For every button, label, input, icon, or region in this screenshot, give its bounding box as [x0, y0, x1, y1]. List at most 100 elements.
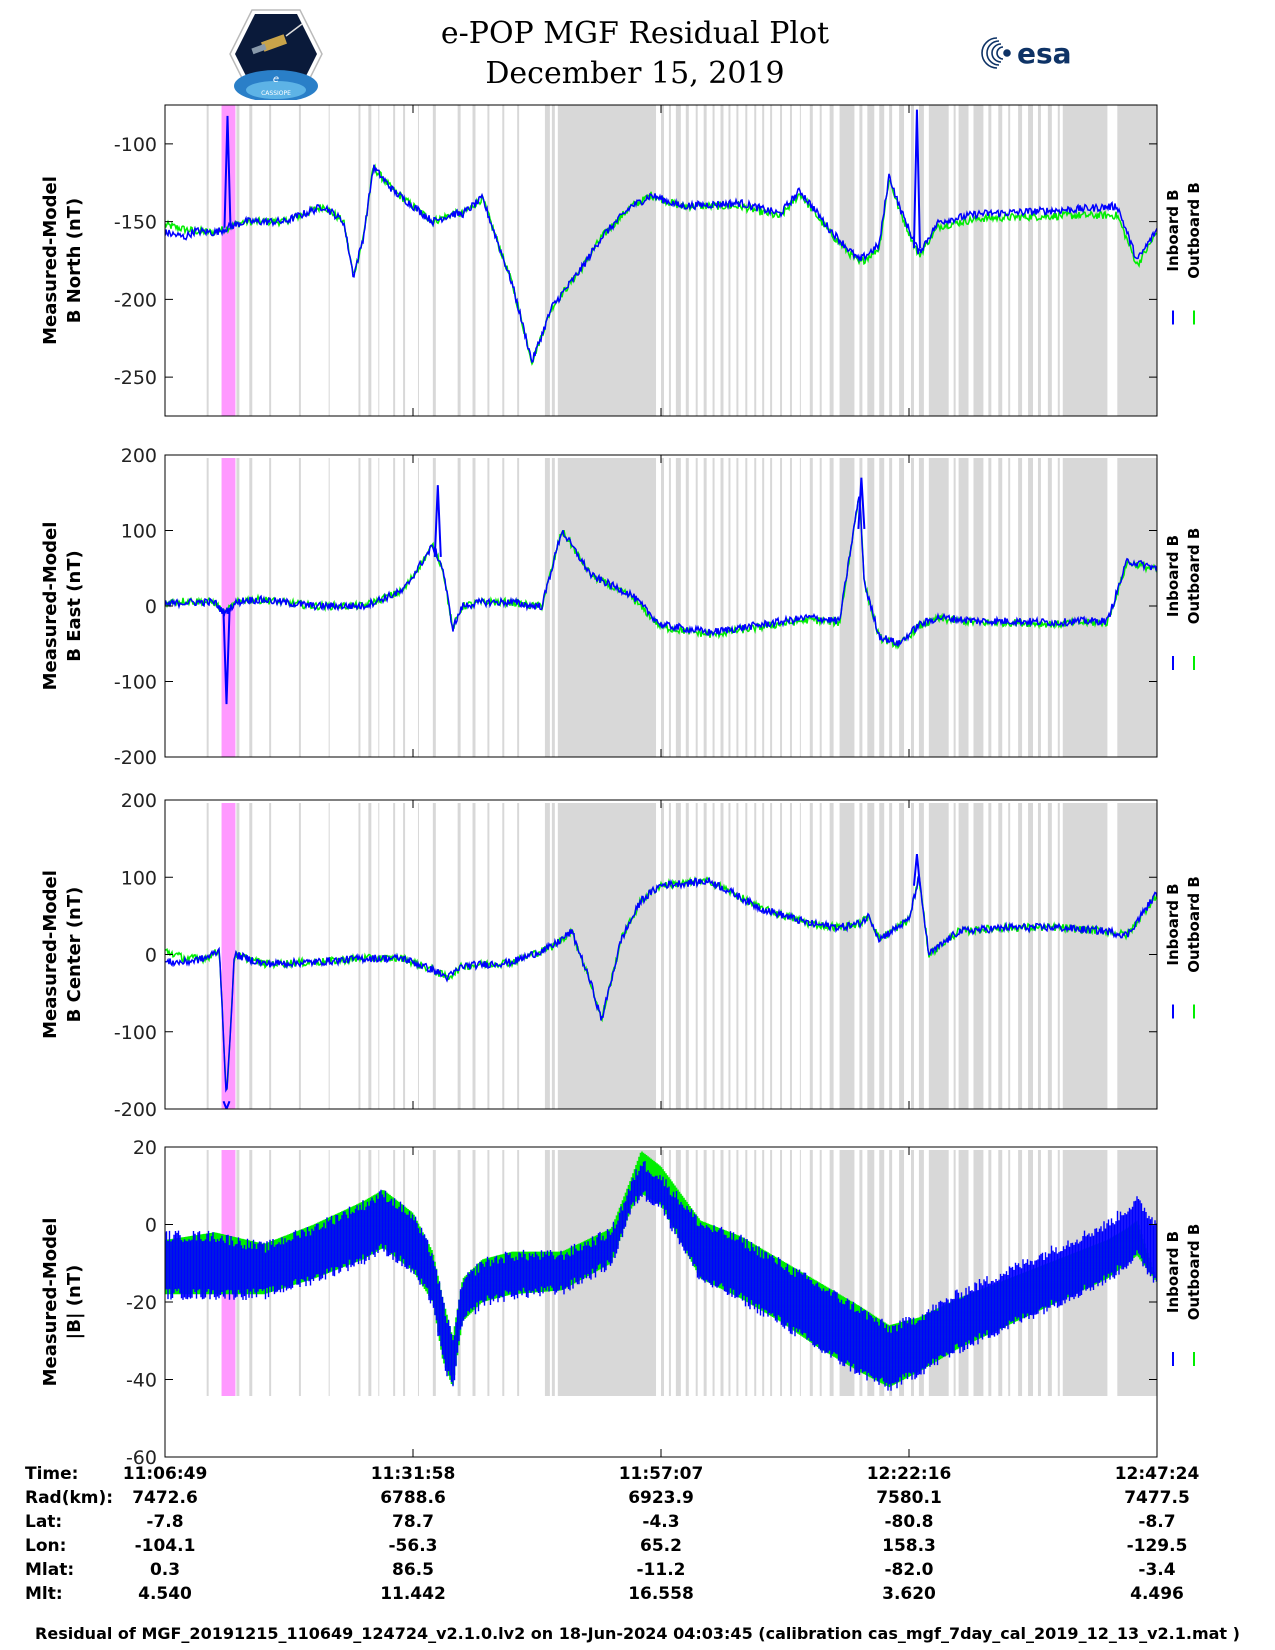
gap-band [928, 105, 949, 416]
gap-band [378, 1150, 380, 1396]
gap-band [298, 105, 301, 416]
info-label: Mlt: [25, 1584, 63, 1604]
gap-band [358, 1150, 361, 1396]
legend-inboard-label: Inboard B [1164, 1231, 1182, 1313]
y-axis-label: B North (nT) [64, 198, 85, 324]
gap-band [998, 458, 1003, 757]
y-tick-label: -60 [126, 1447, 157, 1469]
legend-outboard-label: Outboard B [1185, 528, 1203, 625]
cassiope-mission-logo: e CASSIOPE [228, 8, 324, 102]
gap-band [1117, 458, 1157, 757]
gap-band [1057, 105, 1060, 416]
gap-band [403, 1150, 406, 1396]
info-value: 7472.6 [132, 1488, 198, 1508]
gap-band [889, 458, 893, 757]
gap-band [745, 105, 748, 416]
gap-band [720, 105, 724, 416]
y-tick-label: -100 [114, 134, 157, 156]
gap-band [557, 105, 657, 416]
plot-title: e-POP MGF Residual Plot December 15, 201… [400, 14, 870, 94]
info-value: 158.3 [882, 1536, 936, 1556]
panel-2: 200 100 0 -100 -200 Measured-Model B East (nT)… [40, 445, 1203, 769]
y-tick-label: 20 [133, 1137, 157, 1159]
esa-logo-arcs [981, 37, 1011, 69]
gap-band [1037, 105, 1041, 416]
gap-band [998, 803, 1003, 1109]
y-tick-label: -40 [126, 1370, 157, 1392]
gap-band [770, 803, 773, 1109]
y-axis-label: Measured-Model [40, 176, 61, 345]
gap-band [249, 803, 253, 1109]
gap-band [1028, 105, 1033, 416]
legend-inboard-label: Inboard B [1164, 189, 1182, 271]
gap-band [551, 803, 555, 1109]
esa-logo-text: esa [1017, 37, 1072, 70]
y-tick-label: 200 [121, 445, 157, 467]
mission-logo-e-glyph: e [273, 74, 279, 85]
gap-band [762, 803, 765, 1109]
gap-band [1062, 803, 1108, 1109]
gap-band [762, 458, 765, 757]
info-value: -8.7 [1138, 1512, 1176, 1532]
event-band [221, 803, 236, 1109]
spike-mark [912, 853, 921, 886]
gap-band [839, 803, 855, 1109]
gap-band [487, 105, 490, 416]
gap-band [867, 1150, 875, 1396]
gap-band [712, 105, 715, 416]
gap-band [1018, 458, 1023, 757]
gap-band [789, 458, 792, 757]
spike-mark [857, 477, 866, 530]
series-group [165, 477, 1157, 705]
gap-band [998, 105, 1003, 416]
gap-band [432, 105, 436, 416]
gap-band [668, 105, 671, 416]
gap-band [1028, 458, 1033, 757]
info-value: 6788.6 [380, 1488, 446, 1508]
gap-band [551, 105, 555, 416]
gap-band [487, 458, 490, 757]
gap-band [378, 105, 380, 416]
legend-outboard-label: Outboard B [1185, 876, 1203, 973]
gap-band [998, 1150, 1003, 1396]
gap-band [819, 803, 822, 1109]
gap-band [675, 458, 681, 757]
y-axis-label: Measured-Model [40, 870, 61, 1039]
info-value: 4.540 [138, 1584, 192, 1604]
gap-band [661, 1150, 664, 1396]
info-value: -11.2 [636, 1560, 686, 1580]
gap-band [712, 803, 715, 1109]
info-value: 7477.5 [1124, 1488, 1190, 1508]
gap-band [736, 105, 739, 416]
gap-band [745, 458, 748, 757]
gap-band [829, 105, 834, 416]
title-date: December 15, 2019 [485, 56, 785, 91]
gap-band [839, 105, 855, 416]
gap-band [859, 458, 863, 757]
gap-band [736, 803, 739, 1109]
info-value: 11:31:58 [370, 1464, 456, 1484]
info-value: 7580.1 [876, 1488, 942, 1508]
spike-mark [223, 115, 232, 228]
gap-band [695, 105, 698, 416]
gap-band [368, 1150, 372, 1396]
gap-band [918, 1150, 924, 1396]
info-label: Rad(km): [25, 1488, 114, 1508]
gap-band [298, 803, 301, 1109]
info-value: 86.5 [392, 1560, 434, 1580]
gap-band [517, 803, 520, 1109]
gap-band [745, 803, 748, 1109]
gap-band [432, 458, 436, 757]
gap-band [728, 105, 731, 416]
gap-band [910, 458, 914, 757]
gap-band [685, 105, 689, 416]
gap-band [728, 458, 731, 757]
gap-band [958, 1150, 969, 1396]
gap-band [973, 458, 984, 757]
gap-band [720, 458, 724, 757]
data-gap-shading [206, 803, 1157, 1109]
gap-band [557, 458, 657, 757]
gap-band [417, 105, 419, 416]
gap-band [1008, 458, 1011, 757]
